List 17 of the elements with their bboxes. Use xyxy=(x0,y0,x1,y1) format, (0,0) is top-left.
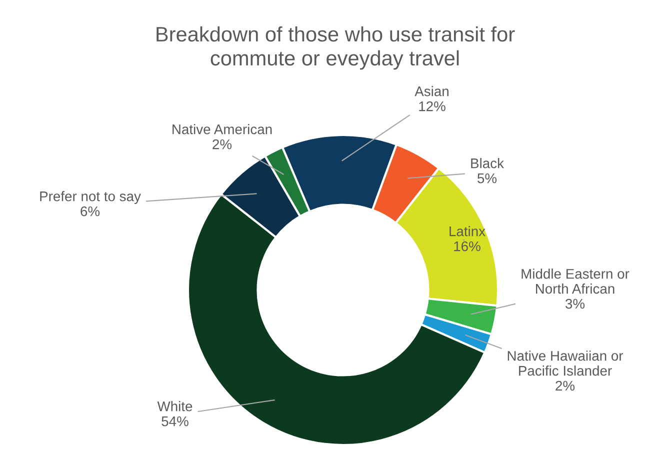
data-label: 12% xyxy=(419,101,446,112)
data-label: 2% xyxy=(556,380,575,391)
data-label: 6% xyxy=(80,206,100,216)
slice-label: Native Hawaiian or Pacific Islander xyxy=(508,350,624,376)
slice-label: Middle Eastern or North African xyxy=(522,268,630,294)
slice-label: Native American xyxy=(172,124,272,134)
slice-label: Asian xyxy=(414,86,448,96)
data-label: 54% xyxy=(162,416,188,426)
slice-label: Black xyxy=(471,158,504,168)
data-label: 16% xyxy=(454,241,480,252)
data-label: 3% xyxy=(565,298,585,309)
slice-label: Latinx xyxy=(450,226,486,236)
data-label: 2% xyxy=(212,139,232,150)
slice-label: Prefer not to say xyxy=(40,191,141,204)
slice-label: White xyxy=(157,401,192,412)
chart-title: Breakdown of those who use transit for commute or eveyday travel xyxy=(156,26,515,70)
data-label: 5% xyxy=(478,173,497,184)
